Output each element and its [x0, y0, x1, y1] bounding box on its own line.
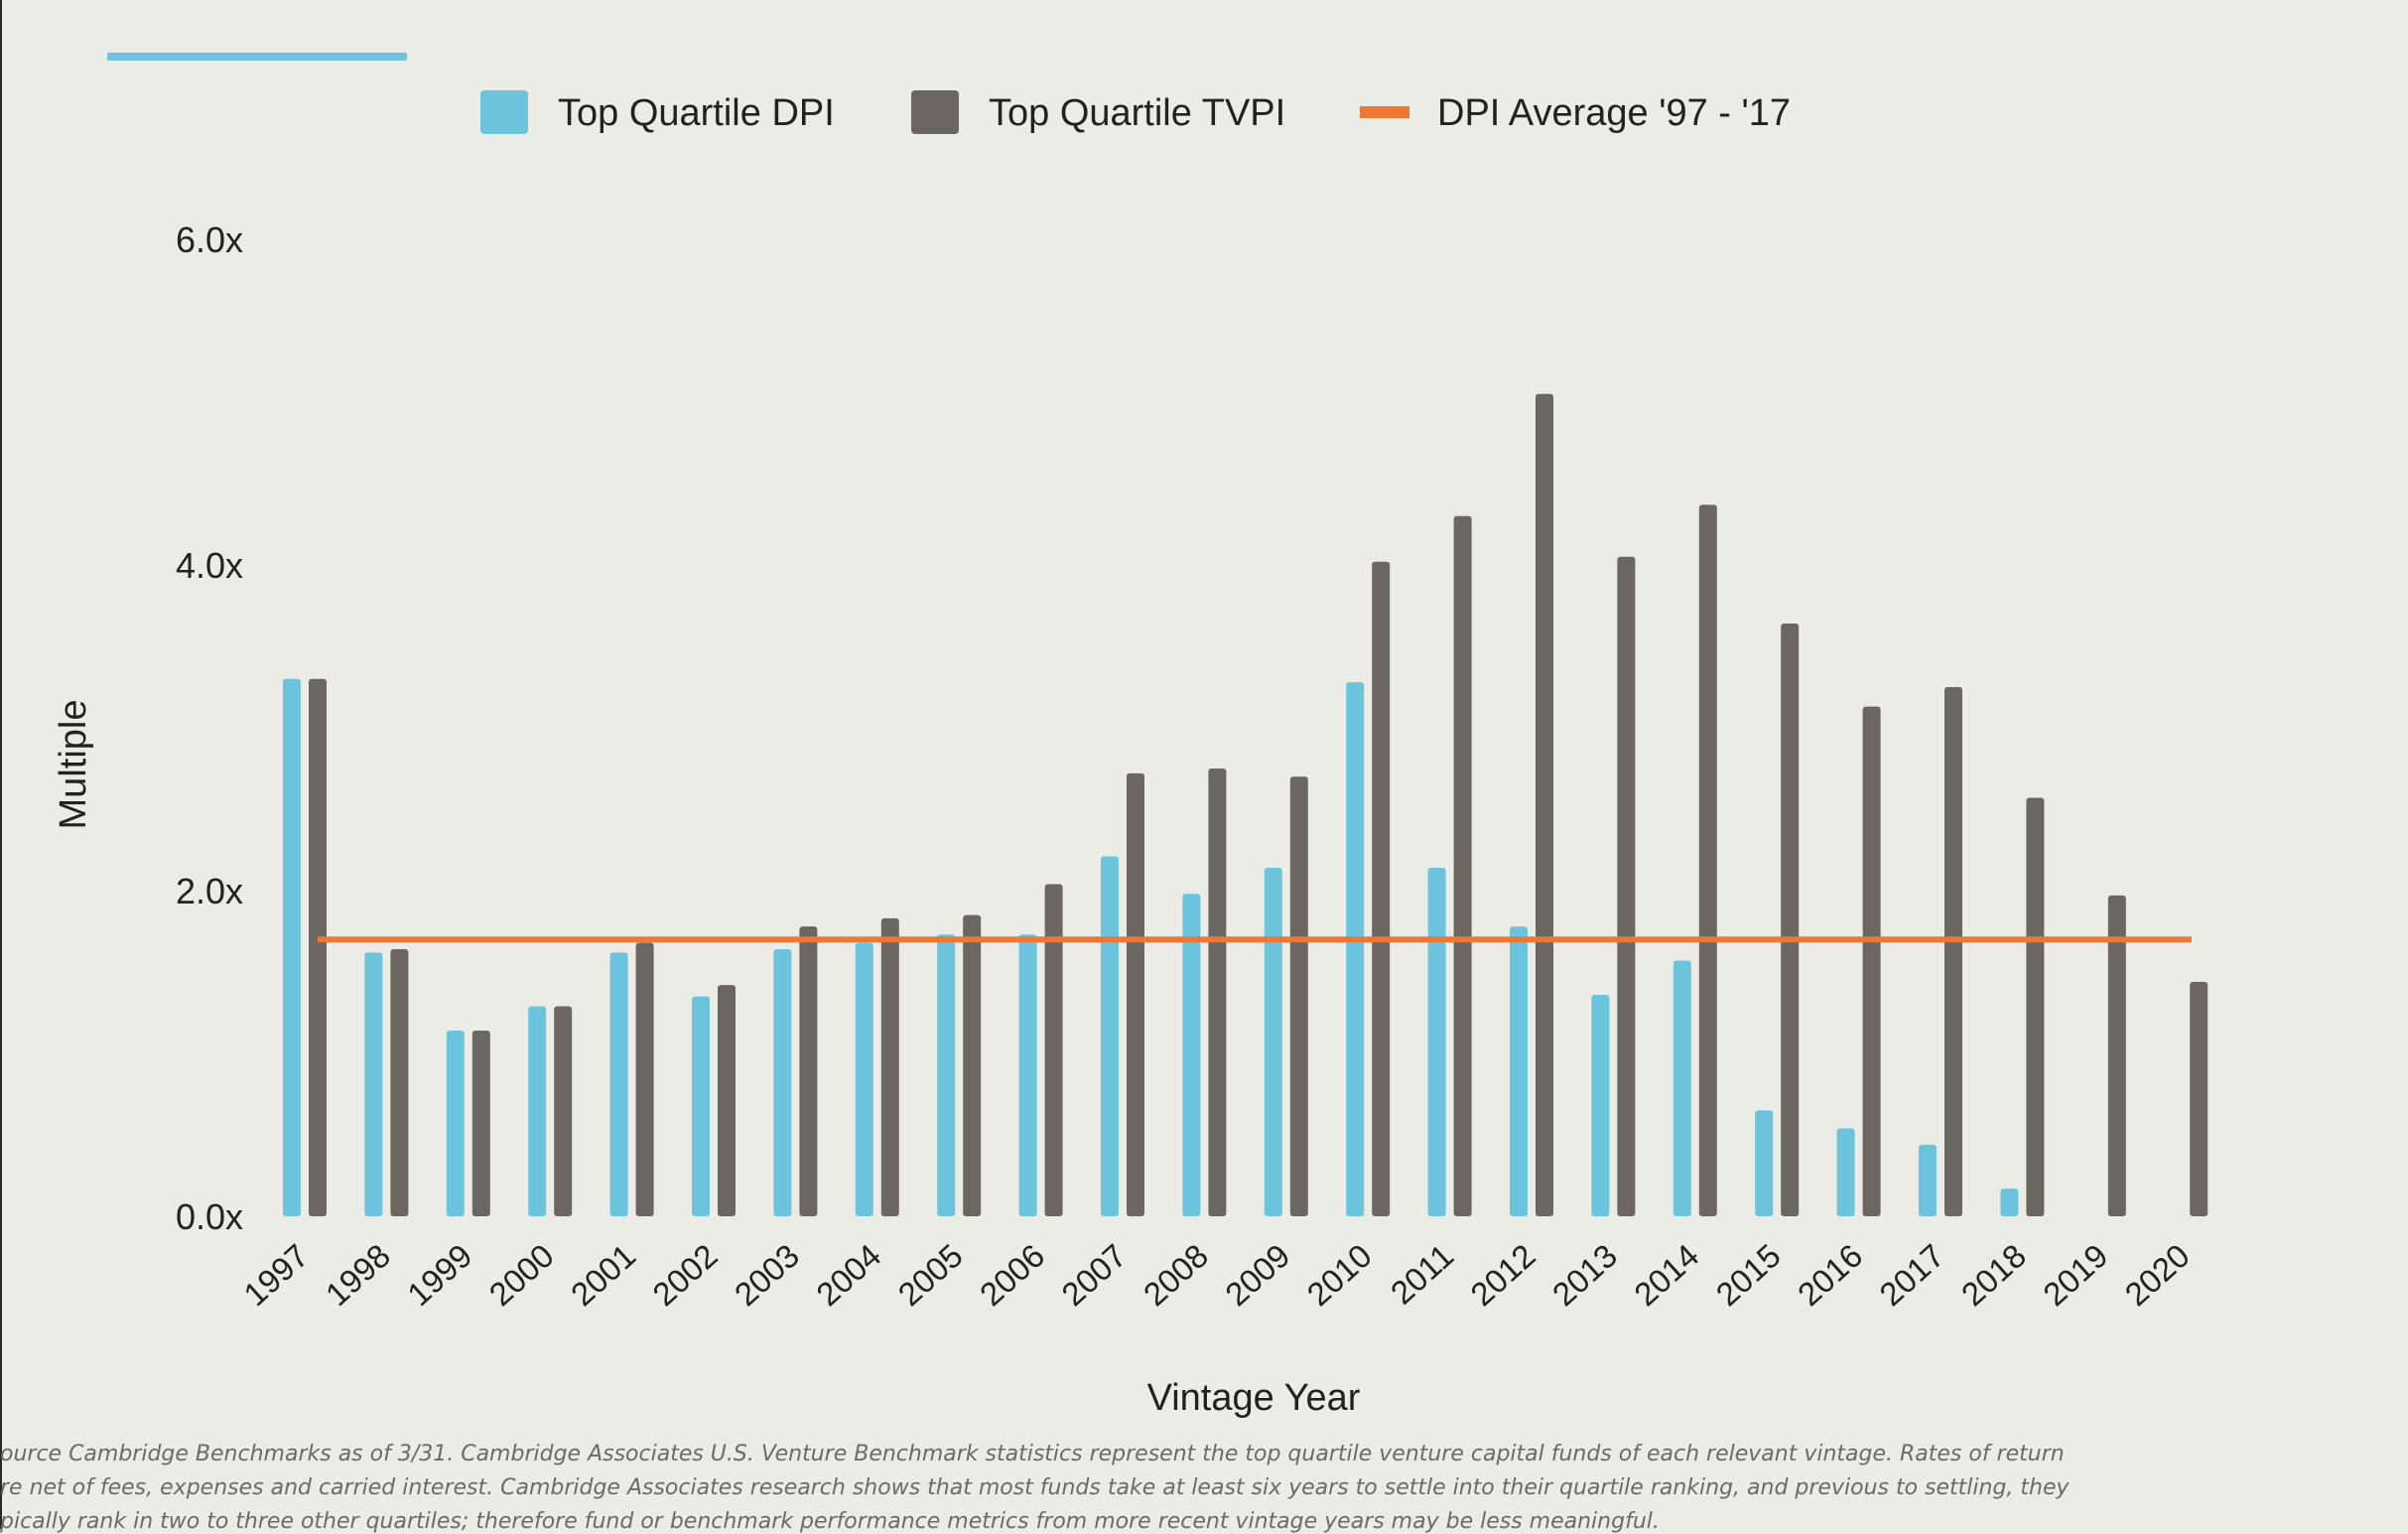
footnote-line-1: ource Cambridge Benchmarks as of 3/31. C… [0, 1442, 2065, 1466]
dpi-bar [937, 934, 956, 1216]
y-tick-label: 2.0x [176, 871, 243, 911]
dpi-bar [855, 942, 873, 1216]
tvpi-bar [718, 985, 736, 1216]
x-tick-label: 2010 [1300, 1237, 1379, 1314]
dpi-bar [1919, 1144, 1937, 1216]
tvpi-bar [1127, 772, 1144, 1216]
dpi-bar [609, 952, 628, 1216]
footnote-line-3: pically rank in two to three other quart… [0, 1509, 1660, 1534]
tvpi-bar [799, 926, 818, 1216]
x-tick-label: 2019 [2036, 1237, 2114, 1314]
x-tick-label: 2012 [1463, 1237, 1541, 1314]
y-tick-label: 6.0x [176, 219, 243, 260]
x-tick-label: 1997 [236, 1237, 315, 1314]
x-tick-label: 2018 [1954, 1237, 2033, 1314]
x-tick-label: 2001 [564, 1237, 642, 1314]
tvpi-bar [1208, 768, 1227, 1216]
dpi-bar [446, 1031, 465, 1216]
dpi-bar [1101, 856, 1119, 1216]
accent-line [107, 53, 407, 61]
tvpi-bar [390, 949, 409, 1216]
tvpi-bar [635, 942, 654, 1216]
dpi-bar [2000, 1188, 2019, 1216]
chart: Top Quartile DPI Top Quartile TVPI DPI Ave… [53, 90, 2208, 1419]
x-tick-label: 2017 [1872, 1237, 1950, 1314]
x-tick-label: 2013 [1545, 1237, 1624, 1314]
legend: Top Quartile DPI Top Quartile TVPI DPI Ave… [480, 90, 1791, 134]
tvpi-bar [880, 917, 899, 1216]
x-tick-label: 2000 [482, 1237, 561, 1314]
dpi-bar [1346, 682, 1365, 1216]
dpi-bar [1182, 894, 1201, 1216]
x-axis-label: Vintage Year [1147, 1377, 1361, 1419]
dpi-bar [528, 1006, 547, 1216]
tvpi-bar [1617, 556, 1636, 1216]
dpi-bar [1755, 1110, 1774, 1216]
x-tick-label: 2014 [1627, 1237, 1705, 1314]
tvpi-bar [1536, 393, 1553, 1216]
x-axis: 1997 1998 1999 2000 2001 2002 2003 2004 2005 2006… [236, 1237, 2197, 1314]
dpi-bar [692, 996, 710, 1216]
legend-tvpi-label: Top Quartile TVPI [989, 92, 1285, 134]
tvpi-bar [309, 678, 327, 1216]
x-tick-label: 2005 [891, 1237, 970, 1314]
footnote-line-2: re net of fees, expenses and carried int… [0, 1475, 2070, 1500]
dpi-bar [1264, 868, 1282, 1216]
window-edge [0, 0, 2, 1529]
x-tick-label: 2015 [1709, 1237, 1788, 1314]
legend-dpi-average-swatch [1360, 106, 1409, 118]
tvpi-bar [471, 1031, 490, 1216]
x-tick-label: 2007 [1054, 1237, 1133, 1314]
x-tick-label: 2020 [2118, 1237, 2197, 1314]
dpi-bar [1672, 960, 1691, 1216]
legend-tvpi-swatch [911, 90, 959, 134]
y-axis: 0.0x 2.0x 4.0x 6.0x [176, 219, 243, 1237]
x-tick-label: 2011 [1384, 1237, 1460, 1312]
dpi-bar [1836, 1128, 1855, 1216]
dpi-bar [283, 678, 301, 1216]
dpi-bar [1018, 934, 1037, 1216]
y-tick-label: 4.0x [176, 545, 243, 586]
tvpi-bar [1862, 706, 1881, 1216]
dpi-bar [364, 952, 383, 1216]
tvpi-bar [1944, 687, 1962, 1216]
bars [283, 393, 2208, 1216]
x-tick-label: 1999 [400, 1237, 478, 1314]
dpi-bar [1591, 994, 1610, 1216]
tvpi-bar [1453, 515, 1472, 1216]
x-tick-label: 2003 [728, 1237, 806, 1314]
x-tick-label: 2002 [645, 1237, 724, 1314]
tvpi-bar [554, 1006, 573, 1216]
tvpi-bar [2107, 895, 2126, 1216]
legend-dpi-swatch [480, 90, 528, 134]
legend-dpi-average-label: DPI Average '97 - '17 [1437, 92, 1791, 134]
tvpi-bar [1698, 504, 1717, 1216]
tvpi-bar [1289, 776, 1308, 1216]
dpi-bar [773, 949, 792, 1216]
tvpi-bar [2026, 797, 2045, 1216]
x-tick-label: 2016 [1791, 1237, 1869, 1314]
dpi-bar [1510, 926, 1528, 1216]
x-tick-label: 2008 [1137, 1237, 1215, 1314]
tvpi-bar [1044, 884, 1063, 1216]
x-tick-label: 1998 [319, 1237, 397, 1314]
tvpi-bar [1781, 624, 1800, 1216]
y-tick-label: 0.0x [176, 1196, 243, 1237]
x-tick-label: 2006 [973, 1237, 1051, 1314]
dpi-bar [1427, 868, 1446, 1216]
tvpi-bar [2190, 981, 2208, 1216]
x-tick-label: 2004 [809, 1237, 887, 1314]
tvpi-bar [963, 914, 982, 1216]
legend-dpi-label: Top Quartile DPI [558, 92, 835, 134]
x-tick-label: 2009 [1218, 1237, 1296, 1314]
y-axis-label: Multiple [53, 700, 94, 830]
tvpi-bar [1372, 561, 1391, 1216]
